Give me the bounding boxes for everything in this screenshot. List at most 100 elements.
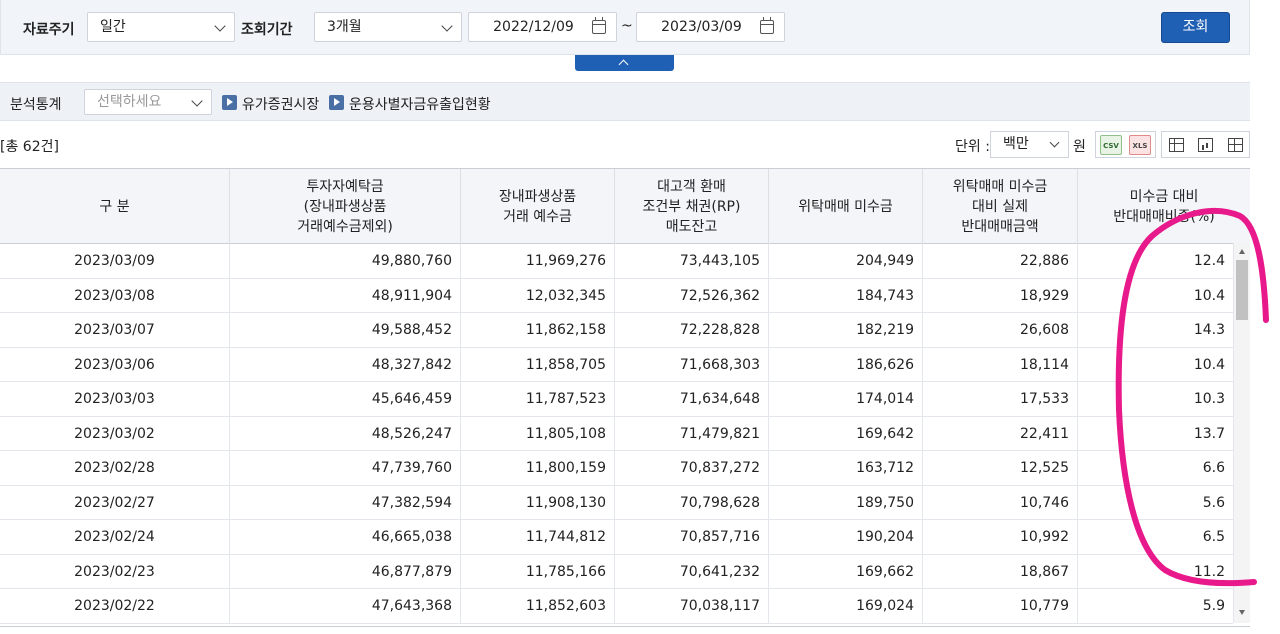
cell-derivatives: 11,852,603 bbox=[461, 589, 615, 623]
cell-derivatives: 11,908,130 bbox=[461, 485, 615, 520]
col-header-liquidation: 위탁매매 미수금 대비 실제 반대매매금액 bbox=[923, 169, 1078, 244]
cell-ratio: 14.3 bbox=[1193, 322, 1225, 338]
table-row[interactable]: 2023/02/27 47,382,594 11,908,130 70,798,628… bbox=[0, 485, 1233, 520]
cell-liquidation: 18,929 bbox=[923, 278, 1078, 313]
cell-liquidation: 10,992 bbox=[923, 520, 1078, 554]
end-date-input[interactable]: 2023/03/09 bbox=[636, 12, 785, 42]
search-button[interactable]: 조회 bbox=[1161, 12, 1230, 43]
table-row[interactable]: 2023/02/23 46,877,879 11,785,166 70,641,232… bbox=[0, 554, 1233, 589]
range-label: 조회기간 bbox=[241, 22, 293, 38]
calendar-icon[interactable] bbox=[760, 17, 774, 34]
cell-derivatives: 11,969,276 bbox=[461, 244, 615, 278]
col-header-rp: 대고객 환매 조건부 채권(RP) 매도잔고 bbox=[615, 169, 769, 244]
unit-select[interactable]: 백만 bbox=[990, 131, 1069, 158]
table-row[interactable]: 2023/03/08 48,911,904 12,032,345 72,526,362… bbox=[0, 278, 1233, 313]
cell-receivables: 186,626 bbox=[769, 347, 923, 382]
pink-circle-annotation bbox=[1115, 207, 1269, 587]
cell-liquidation: 10,746 bbox=[923, 485, 1078, 520]
cell-deposit: 49,880,760 bbox=[230, 244, 461, 278]
collapse-filter-button[interactable] bbox=[575, 55, 674, 71]
table-view-icon[interactable] bbox=[1169, 138, 1184, 152]
cell-deposit: 46,665,038 bbox=[230, 520, 461, 554]
cell-deposit: 48,327,842 bbox=[230, 347, 461, 382]
analysis-select-placeholder: 선택하세요 bbox=[97, 94, 162, 110]
cell-receivables: 174,014 bbox=[769, 382, 923, 416]
range-select-value: 3개월 bbox=[327, 19, 362, 35]
xls-download-icon[interactable]: XLS bbox=[1129, 135, 1151, 155]
period-select[interactable]: 일간 bbox=[87, 12, 235, 42]
cell-liquidation: 18,867 bbox=[923, 554, 1078, 589]
cell-deposit: 48,526,247 bbox=[230, 416, 461, 451]
cell-receivables: 169,024 bbox=[769, 589, 923, 623]
table-row[interactable]: 2023/03/09 49,880,760 11,969,276 73,443,105… bbox=[0, 244, 1233, 279]
cell-rp: 71,479,821 bbox=[615, 416, 769, 451]
cell-ratio: 11.2 bbox=[1193, 563, 1225, 580]
cell-derivatives: 11,858,705 bbox=[461, 347, 615, 382]
scroll-thumb[interactable] bbox=[1236, 260, 1248, 320]
cell-deposit: 45,646,459 bbox=[230, 382, 461, 416]
cell-ratio: 5.6 bbox=[1202, 494, 1225, 511]
cell-ratio: 6.6 bbox=[1202, 460, 1225, 476]
table-row[interactable]: 2023/03/02 48,526,247 11,805,108 71,479,821… bbox=[0, 416, 1233, 451]
link-kospi-market-label: 유가증권시장 bbox=[242, 97, 320, 113]
view-toggle-group bbox=[1161, 131, 1250, 158]
scroll-up-icon[interactable] bbox=[1239, 249, 1245, 254]
cell-receivables: 184,743 bbox=[769, 278, 923, 313]
unit-label: 단위 : bbox=[955, 139, 990, 155]
cell-date: 2023/03/06 bbox=[0, 347, 230, 382]
cell-derivatives: 12,032,345 bbox=[461, 278, 615, 313]
link-kospi-market[interactable]: 유가증권시장 bbox=[222, 94, 319, 114]
cell-rp: 70,857,716 bbox=[615, 520, 769, 554]
table-row[interactable]: 2023/03/03 45,646,459 11,787,523 71,634,648… bbox=[0, 382, 1233, 417]
table-row[interactable]: 2023/03/06 48,327,842 11,858,705 71,668,303… bbox=[0, 347, 1233, 382]
cell-ratio: 10.4 bbox=[1193, 356, 1225, 373]
cell-date: 2023/02/27 bbox=[0, 485, 230, 520]
col-header-deposit: 투자자예탁금 (장내파생상품 거래예수금제외) bbox=[230, 169, 461, 244]
cell-derivatives: 11,785,166 bbox=[461, 554, 615, 589]
csv-download-icon[interactable]: CSV bbox=[1100, 135, 1122, 155]
cell-rp: 70,798,628 bbox=[615, 485, 769, 520]
cell-derivatives: 11,805,108 bbox=[461, 416, 615, 451]
unit-suffix: 원 bbox=[1073, 139, 1086, 155]
cell-derivatives: 11,862,158 bbox=[461, 313, 615, 347]
cell-date: 2023/02/22 bbox=[0, 589, 230, 623]
table-row[interactable]: 2023/02/28 47,739,760 11,800,159 70,837,272… bbox=[0, 451, 1233, 486]
cell-deposit: 49,588,452 bbox=[230, 313, 461, 347]
grid-view-icon[interactable] bbox=[1228, 138, 1243, 152]
chart-view-icon[interactable] bbox=[1198, 138, 1213, 152]
calendar-icon[interactable] bbox=[592, 17, 606, 34]
cell-liquidation: 18,114 bbox=[923, 347, 1078, 382]
analysis-select[interactable]: 선택하세요 bbox=[84, 89, 212, 115]
analysis-label: 분석통계 bbox=[10, 97, 62, 113]
cell-date: 2023/03/08 bbox=[0, 278, 230, 313]
cell-deposit: 47,739,760 bbox=[230, 451, 461, 485]
cell-receivables: 204,949 bbox=[769, 244, 923, 278]
table-row[interactable]: 2023/02/22 47,643,368 11,852,603 70,038,117… bbox=[0, 589, 1233, 624]
download-buttons: CSV XLS bbox=[1095, 131, 1156, 158]
link-fund-flow[interactable]: 운용사별자금유출입현황 bbox=[329, 94, 491, 114]
table-row[interactable]: 2023/03/07 49,588,452 11,862,158 72,228,828… bbox=[0, 313, 1233, 348]
cell-rp: 70,837,272 bbox=[615, 451, 769, 485]
start-date-input[interactable]: 2022/12/09 bbox=[468, 12, 617, 42]
col-header-date: 구 분 bbox=[0, 169, 230, 244]
period-select-value: 일간 bbox=[100, 19, 126, 35]
cell-rp: 73,443,105 bbox=[615, 244, 769, 278]
scroll-down-icon[interactable] bbox=[1239, 610, 1245, 615]
cell-receivables: 190,204 bbox=[769, 520, 923, 554]
cell-ratio: 5.9 bbox=[1202, 598, 1225, 614]
cell-ratio: 10.4 bbox=[1193, 287, 1225, 304]
table-row[interactable]: 2023/02/24 46,665,038 11,744,812 70,857,716… bbox=[0, 520, 1233, 555]
cell-rp: 72,526,362 bbox=[615, 278, 769, 313]
col-header-derivatives: 장내파생상품 거래 예수금 bbox=[461, 169, 615, 244]
cell-ratio: 6.5 bbox=[1202, 529, 1225, 545]
cell-deposit: 48,911,904 bbox=[230, 278, 461, 313]
play-icon bbox=[329, 95, 344, 110]
cell-rp: 70,038,117 bbox=[615, 589, 769, 623]
period-label: 자료주기 bbox=[23, 22, 75, 38]
cell-ratio: 13.7 bbox=[1193, 425, 1225, 442]
filter-bar: 자료주기 일간 조회기간 3개월 2022/12/09 ~ 2023/03/09… bbox=[0, 0, 1250, 55]
cell-date: 2023/03/07 bbox=[0, 313, 230, 347]
range-select[interactable]: 3개월 bbox=[314, 12, 462, 42]
vertical-scrollbar[interactable] bbox=[1233, 243, 1250, 623]
